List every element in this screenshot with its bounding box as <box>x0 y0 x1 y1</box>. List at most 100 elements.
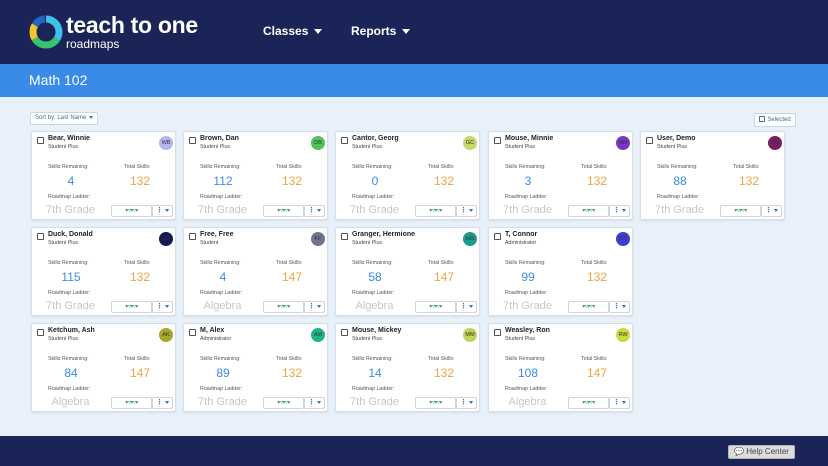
select-checkbox[interactable] <box>494 233 501 240</box>
student-name[interactable]: Ketchum, Ash <box>48 327 95 334</box>
roadmap-tree-icon[interactable]: ▾▿▾▿▾ <box>415 205 456 217</box>
student-card[interactable]: T, Connor Administrator CT Skills Remaining… <box>488 227 633 316</box>
card-menu-button[interactable]: ⋮ <box>304 301 325 313</box>
student-name[interactable]: Brown, Dan <box>200 135 239 142</box>
student-name[interactable]: Weasley, Ron <box>505 327 550 334</box>
nav-classes[interactable]: Classes <box>263 24 323 38</box>
roadmap-tree-icon[interactable]: ▾▿▾▿▾ <box>111 301 152 313</box>
page-title: Math 102 <box>29 72 88 88</box>
student-name[interactable]: Bear, Winnie <box>48 135 90 142</box>
student-card[interactable]: Free, Free Student FF Skills Remaining: Tota… <box>183 227 328 316</box>
student-card[interactable]: Bear, Winnie Student Plus WB Skills Remaini… <box>31 131 176 220</box>
select-checkbox[interactable] <box>341 233 348 240</box>
skills-remaining-label: Skills Remaining: <box>48 164 89 170</box>
total-skills-value: 132 <box>129 174 151 188</box>
skills-remaining-value: 0 <box>371 174 379 188</box>
card-menu-button[interactable]: ⋮ <box>304 397 325 409</box>
card-menu-button[interactable]: ⋮ <box>456 397 477 409</box>
more-vertical-icon: ⋮ <box>765 207 772 214</box>
select-checkbox[interactable] <box>37 137 44 144</box>
selected-button[interactable]: Selected <box>754 113 796 127</box>
student-role: Student Plus <box>505 144 536 150</box>
skills-remaining-label: Skills Remaining: <box>48 260 89 266</box>
student-card[interactable]: Mouse, Minnie Student Plus MM Skills Remain… <box>488 131 633 220</box>
footer <box>0 436 828 466</box>
student-name[interactable]: Mouse, Minnie <box>505 135 554 142</box>
student-card[interactable]: Mouse, Mickey Student Plus MM Skills Remain… <box>335 323 480 412</box>
student-name[interactable]: Free, Free <box>200 231 234 238</box>
student-card[interactable]: User, Demo Student Plus DU Skills Remaining… <box>640 131 785 220</box>
student-name[interactable]: Granger, Hermione <box>352 231 416 238</box>
select-checkbox[interactable] <box>189 137 196 144</box>
card-menu-button[interactable]: ⋮ <box>304 205 325 217</box>
help-center-button[interactable]: 💬 Help Center <box>728 445 795 459</box>
select-checkbox[interactable] <box>494 329 501 336</box>
student-card[interactable]: Granger, Hermione Student Plus HG Skills Re… <box>335 227 480 316</box>
student-role: Student <box>200 240 219 246</box>
select-checkbox[interactable] <box>646 137 653 144</box>
avatar: DU <box>768 136 782 150</box>
total-skills-value: 132 <box>738 174 760 188</box>
student-role: Student Plus <box>352 240 383 246</box>
chat-icon: 💬 <box>734 447 745 456</box>
roadmap-tree-icon[interactable]: ▾▿▾▿▾ <box>415 397 456 409</box>
select-checkbox[interactable] <box>341 329 348 336</box>
roadmap-tree-icon[interactable]: ▾▿▾▿▾ <box>568 205 609 217</box>
page-title-bar: Math 102 <box>0 64 828 97</box>
total-skills-label: Total Skills: <box>276 356 303 362</box>
student-name[interactable]: T, Connor <box>505 231 538 238</box>
student-card[interactable]: Brown, Dan Student Plus DB Skills Remaining… <box>183 131 328 220</box>
roadmap-ladder-label: Roadmap Ladder: <box>657 194 700 200</box>
checkbox-icon <box>759 116 766 123</box>
student-card[interactable]: Ketchum, Ash Student Plus AK Skills Remaini… <box>31 323 176 412</box>
card-menu-button[interactable]: ⋮ <box>152 397 173 409</box>
select-checkbox[interactable] <box>37 233 44 240</box>
avatar: MM <box>616 136 630 150</box>
select-checkbox[interactable] <box>189 329 196 336</box>
roadmap-ladder-value: 7th Grade <box>350 396 399 408</box>
card-menu-button[interactable]: ⋮ <box>761 205 782 217</box>
roadmap-ladder-value: 7th Grade <box>503 204 552 216</box>
roadmap-tree-icon[interactable]: ▾▿▾▿▾ <box>263 205 304 217</box>
chevron-down-icon <box>317 304 321 308</box>
student-name[interactable]: M, Alex <box>200 327 225 334</box>
card-menu-button[interactable]: ⋮ <box>152 205 173 217</box>
sort-dropdown[interactable]: Sort by: Last Name <box>30 112 99 125</box>
skills-remaining-value: 112 <box>213 174 233 188</box>
chevron-down-icon <box>165 304 169 308</box>
roadmap-tree-icon[interactable]: ▾▿▾▿▾ <box>111 205 152 217</box>
student-role: Student Plus <box>657 144 688 150</box>
student-card[interactable]: Duck, Donald Student Plus DD Skills Remaini… <box>31 227 176 316</box>
student-name[interactable]: Mouse, Mickey <box>352 327 402 334</box>
student-card[interactable]: Weasley, Ron Student Plus RW Skills Remaini… <box>488 323 633 412</box>
card-menu-button[interactable]: ⋮ <box>609 301 630 313</box>
brand-wordmark[interactable]: teach to one roadmaps <box>66 13 198 50</box>
select-checkbox[interactable] <box>189 233 196 240</box>
select-checkbox[interactable] <box>37 329 44 336</box>
card-menu-button[interactable]: ⋮ <box>456 301 477 313</box>
roadmap-tree-icon[interactable]: ▾▿▾▿▾ <box>111 397 152 409</box>
roadmap-tree-icon[interactable]: ▾▿▾▿▾ <box>263 397 304 409</box>
select-checkbox[interactable] <box>494 137 501 144</box>
select-checkbox[interactable] <box>341 137 348 144</box>
roadmap-tree-icon[interactable]: ▾▿▾▿▾ <box>568 301 609 313</box>
card-menu-button[interactable]: ⋮ <box>152 301 173 313</box>
card-menu-button[interactable]: ⋮ <box>456 205 477 217</box>
card-menu-button[interactable]: ⋮ <box>609 205 630 217</box>
skills-remaining-value: 4 <box>67 174 75 188</box>
nav-classes-label: Classes <box>263 24 309 38</box>
student-card[interactable]: Cantor, Georg Student Plus GC Skills Remain… <box>335 131 480 220</box>
roadmap-tree-icon[interactable]: ▾▿▾▿▾ <box>415 301 456 313</box>
student-name[interactable]: Cantor, Georg <box>352 135 399 142</box>
student-name[interactable]: Duck, Donald <box>48 231 93 238</box>
roadmap-tree-icon[interactable]: ▾▿▾▿▾ <box>568 397 609 409</box>
roadmap-tree-icon[interactable]: ▾▿▾▿▾ <box>720 205 761 217</box>
student-name[interactable]: User, Demo <box>657 135 696 142</box>
roadmap-tree-icon[interactable]: ▾▿▾▿▾ <box>263 301 304 313</box>
card-menu-button[interactable]: ⋮ <box>609 397 630 409</box>
nav-reports[interactable]: Reports <box>351 24 411 38</box>
total-skills-label: Total Skills: <box>428 164 455 170</box>
skills-remaining-value: 58 <box>368 270 382 284</box>
total-skills-value: 147 <box>129 366 151 380</box>
student-card[interactable]: M, Alex Administrator AM Skills Remaining: T… <box>183 323 328 412</box>
